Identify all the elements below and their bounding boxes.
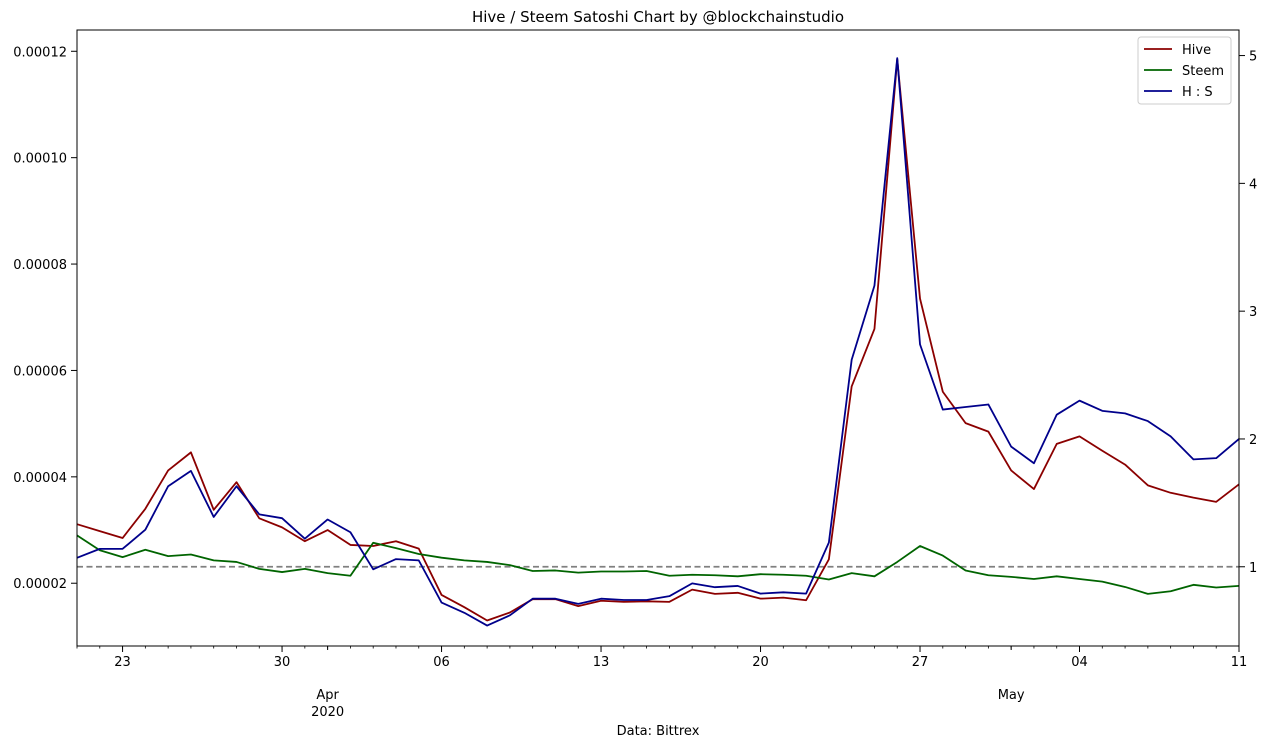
x-tick-label: 27 — [912, 655, 929, 670]
x-tick-label: 04 — [1071, 655, 1088, 670]
x-tick-label: 13 — [593, 655, 610, 670]
x-year-label: 2020 — [311, 705, 344, 720]
x-axis-label: Data: Bittrex — [617, 724, 700, 739]
x-axis: 23 30 06 13 20 27 04 11 Apr 2020 May — [76, 646, 1248, 720]
x-tick-label: 11 — [1231, 655, 1248, 670]
y-right-tick-label: 3 — [1249, 305, 1257, 320]
legend-label: Hive — [1182, 43, 1211, 58]
x-month-label: Apr — [316, 688, 339, 703]
y-right-tick-label: 1 — [1249, 561, 1257, 576]
x-month-label: May — [998, 688, 1025, 703]
x-tick-label: 06 — [433, 655, 450, 670]
series-line-h-s — [76, 57, 1240, 627]
legend: Hive Steem H : S — [1137, 36, 1232, 105]
chart-title: Hive / Steem Satoshi Chart by @blockchai… — [472, 8, 844, 26]
y-left-tick-label: 0.00008 — [13, 258, 67, 273]
y-left-tick-label: 0.00010 — [13, 152, 67, 167]
y-left-tick-label: 0.00002 — [13, 577, 67, 592]
y-left-tick-label: 0.00012 — [13, 45, 67, 60]
y-right-tick-label: 5 — [1249, 50, 1257, 65]
legend-label: Steem — [1182, 64, 1224, 79]
legend-box — [1137, 36, 1232, 105]
y-right-tick-label: 2 — [1249, 433, 1257, 448]
x-tick-label: 20 — [752, 655, 769, 670]
plot-area — [76, 57, 1240, 627]
y-axis-left: 0.00002 0.00004 0.00006 0.00008 0.00010 0.000… — [13, 45, 77, 592]
y-right-tick-label: 4 — [1249, 177, 1257, 192]
series-line-hive — [76, 58, 1240, 622]
series-line-steem — [76, 534, 1240, 595]
legend-label: H : S — [1182, 85, 1213, 100]
y-left-tick-label: 0.00004 — [13, 471, 67, 486]
y-left-tick-label: 0.00006 — [13, 364, 67, 379]
x-tick-label: 30 — [274, 655, 291, 670]
x-tick-label: 23 — [114, 655, 131, 670]
y-axis-right: 1 2 3 4 5 — [1239, 50, 1257, 576]
plot-frame — [76, 29, 1240, 647]
